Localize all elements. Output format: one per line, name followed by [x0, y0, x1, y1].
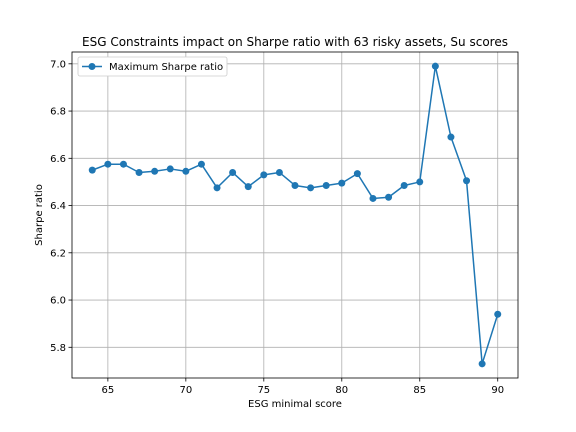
y-tick-label: 6.4	[50, 201, 66, 212]
grid	[72, 52, 518, 378]
data-point	[213, 184, 221, 192]
series-layer	[88, 62, 502, 368]
data-point	[229, 168, 237, 176]
data-point	[322, 181, 330, 189]
data-point	[182, 167, 190, 175]
data-point	[119, 160, 127, 168]
y-tick-label: 6.6	[50, 154, 66, 165]
data-point	[275, 168, 283, 176]
y-tick-label: 6.2	[50, 248, 66, 259]
data-point	[338, 179, 346, 187]
data-point	[260, 171, 268, 179]
legend-box	[77, 56, 228, 77]
data-point	[463, 177, 471, 185]
data-point	[291, 181, 299, 189]
data-point	[197, 160, 205, 168]
data-point	[400, 181, 408, 189]
x-tick-label: 70	[179, 385, 192, 396]
data-point	[307, 184, 315, 192]
y-tick-label: 5.8	[50, 343, 66, 354]
data-point	[353, 170, 361, 178]
y-tick-label: 6.0	[50, 296, 66, 307]
x-tick-label: 75	[257, 385, 270, 396]
y-tick-label: 6.8	[50, 107, 66, 118]
data-point	[135, 168, 143, 176]
data-point	[244, 183, 252, 191]
plot-frame	[71, 51, 519, 379]
legend: Maximum Sharpe ratio	[77, 56, 228, 77]
data-point	[447, 133, 455, 141]
data-point	[166, 165, 174, 173]
x-tick-label: 80	[335, 385, 348, 396]
data-point	[385, 193, 393, 201]
data-point	[369, 194, 377, 202]
x-tick-label: 65	[101, 385, 114, 396]
y-tick-label: 7.0	[50, 59, 66, 70]
data-point	[88, 166, 96, 174]
data-point	[494, 310, 502, 318]
legend-marker	[88, 63, 96, 70]
data-point	[104, 160, 112, 168]
ticks: 65 70 75 80 85 90 5.8 6.0 6.2 6.4 6.6 6.8 7.0	[50, 59, 504, 396]
chart-title: ESG Constraints impact on Sharpe ratio w…	[82, 35, 508, 49]
data-point	[416, 178, 424, 186]
data-point	[431, 62, 439, 70]
legend-label: Maximum Sharpe ratio	[109, 62, 223, 73]
y-axis-label: Sharpe ratio	[34, 184, 45, 246]
data-point	[478, 360, 486, 368]
x-axis-label: ESG minimal score	[248, 399, 342, 410]
x-tick-label: 85	[413, 385, 426, 396]
data-point	[151, 167, 159, 175]
x-tick-label: 90	[491, 385, 504, 396]
